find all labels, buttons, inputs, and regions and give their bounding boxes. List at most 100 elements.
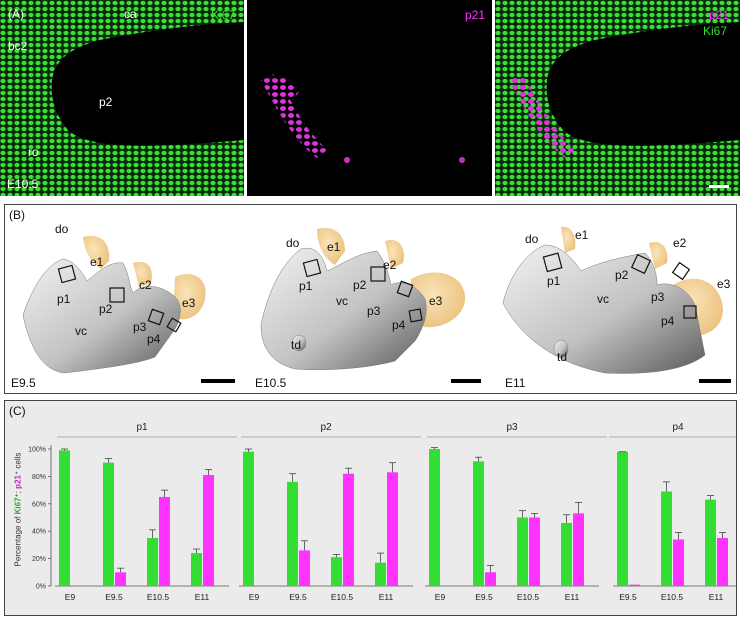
bar-ki67 <box>59 450 70 586</box>
category-label: E10.5 <box>331 592 353 602</box>
b2-p1: p1 <box>299 279 313 293</box>
category-label: E9.5 <box>619 592 637 602</box>
p21-micrograph <box>261 74 465 163</box>
b1-do: do <box>55 222 69 236</box>
bar-p21 <box>159 496 170 586</box>
b1-vc: vc <box>75 324 87 338</box>
category-label: E10.5 <box>147 592 169 602</box>
label-p2: p2 <box>99 95 113 109</box>
b1-scale-bar <box>201 379 235 383</box>
b1-p4: p4 <box>147 332 161 346</box>
category-label: E9 <box>249 592 260 602</box>
b2-e3: e3 <box>429 294 443 308</box>
b1-stage: E9.5 <box>11 376 36 390</box>
b3-p4: p4 <box>661 314 675 328</box>
bar-p21 <box>629 584 640 586</box>
b3-vc: vc <box>597 292 609 306</box>
b3-e2: e2 <box>673 236 687 250</box>
panel-b-3d-models: (B) <box>4 204 737 394</box>
group-label-p4: p4 <box>672 422 684 433</box>
group-label-p3: p3 <box>506 422 518 433</box>
b3-e1: e1 <box>575 228 589 242</box>
b3-e3: e3 <box>717 277 731 291</box>
panel-a-ki67-image: (A) ca Ki67 bc2 p2 ro E10.5 <box>0 0 244 196</box>
bar-p21 <box>529 517 540 586</box>
b3-p3: p3 <box>651 290 665 304</box>
bar-ki67 <box>147 538 158 586</box>
b1-p1: p1 <box>57 292 71 306</box>
bar-p21 <box>343 473 354 586</box>
b3-p1: p1 <box>547 274 561 288</box>
b3-td: td <box>557 350 568 364</box>
bar-p21 <box>673 539 684 586</box>
bar-ki67 <box>429 449 440 586</box>
model-e9-5 <box>22 235 206 374</box>
y-tick-label: 80% <box>32 474 46 481</box>
category-label: E11 <box>195 592 210 602</box>
bar-ki67 <box>243 451 254 586</box>
label-ki67: Ki67 <box>211 8 236 22</box>
category-label: E9.5 <box>289 592 307 602</box>
group-label-p2: p2 <box>320 422 332 433</box>
bar-p21 <box>573 513 584 586</box>
panel-c-chart: (C) Percentage of Ki67⁺; p21⁺ cells 0% 20… <box>4 400 737 616</box>
bar-ki67 <box>561 522 572 586</box>
category-label: E9 <box>435 592 446 602</box>
b3-stage: E11 <box>505 376 526 390</box>
b1-p3: p3 <box>133 320 147 334</box>
ki67-micrograph <box>0 0 244 196</box>
panel-b-letter: (B) <box>9 208 25 222</box>
panel-a-merge-image: p21 Ki67 <box>495 0 740 196</box>
bar-ki67 <box>617 451 628 586</box>
b1-e3: e3 <box>182 296 196 310</box>
b1-p2: p2 <box>99 302 113 316</box>
label-ki67-merge: Ki67 <box>703 24 728 38</box>
category-label: E9 <box>65 592 76 602</box>
panel-a-letter: (A) <box>8 7 24 21</box>
model-e11 <box>502 226 723 374</box>
bar-p21 <box>203 475 214 586</box>
panel-a-p21-image: p21 <box>247 0 492 196</box>
b2-e1: e1 <box>327 240 341 254</box>
bar-ki67 <box>287 481 298 586</box>
category-label: E11 <box>565 592 580 602</box>
b2-e2: e2 <box>383 258 397 272</box>
scale-bar <box>709 185 729 188</box>
bar-p21 <box>115 572 126 586</box>
b1-e1: e1 <box>90 255 104 269</box>
category-label: E10.5 <box>517 592 539 602</box>
label-ro: ro <box>28 145 39 159</box>
3d-reconstructions <box>22 226 723 374</box>
b2-p3: p3 <box>367 304 381 318</box>
category-label: E9.5 <box>105 592 123 602</box>
bar-ki67 <box>191 553 202 586</box>
bar-ki67 <box>661 491 672 586</box>
bar-p21 <box>717 538 728 586</box>
b2-p4: p4 <box>392 318 406 332</box>
b2-p2: p2 <box>353 278 367 292</box>
bar-p21 <box>387 472 398 586</box>
y-tick-label: 0% <box>36 584 46 591</box>
panel-c-letter: (C) <box>9 404 26 418</box>
bar-chart: 0% 20% 40% 60% 80% 100% p1 E9 E9.5 E10.5 E11 p2 E9 E9… <box>28 422 736 602</box>
bar-p21 <box>485 572 496 586</box>
bar-ki67 <box>517 517 528 586</box>
category-label: E11 <box>709 592 724 602</box>
b2-stage: E10.5 <box>255 376 287 390</box>
y-tick-label: 20% <box>32 556 46 563</box>
label-p21: p21 <box>465 8 486 22</box>
b3-do: do <box>525 232 539 246</box>
label-bc2: bc2 <box>8 39 28 53</box>
category-label: E10.5 <box>661 592 683 602</box>
b1-c2: c2 <box>139 278 152 292</box>
bar-ki67 <box>103 462 114 586</box>
b2-scale-bar <box>451 379 481 383</box>
bar-p21 <box>299 550 310 586</box>
b2-do: do <box>286 236 300 250</box>
b2-td: td <box>291 338 302 352</box>
bar-ki67 <box>331 557 342 586</box>
category-label: E11 <box>379 592 394 602</box>
model-e10-5 <box>260 227 466 370</box>
b2-vc: vc <box>336 294 348 308</box>
category-label: E9.5 <box>475 592 493 602</box>
